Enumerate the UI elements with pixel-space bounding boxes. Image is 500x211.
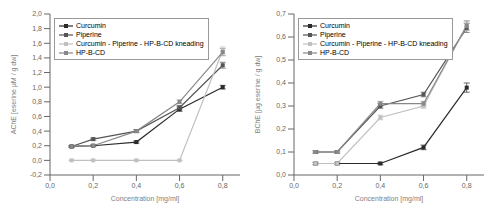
svg-text:AChE [eserine μM / g dw]: AChE [eserine μM / g dw] xyxy=(10,55,18,135)
svg-text:0,0: 0,0 xyxy=(32,157,42,164)
svg-text:0,4: 0,4 xyxy=(276,79,286,86)
svg-text:0,2: 0,2 xyxy=(88,182,98,189)
svg-text:2,0: 2,0 xyxy=(32,10,42,17)
svg-text:0,0: 0,0 xyxy=(276,171,286,178)
html-text:Curcumin: Curcumin xyxy=(320,22,350,29)
svg-text:0,2: 0,2 xyxy=(276,125,286,132)
svg-text:0,4: 0,4 xyxy=(131,182,141,189)
svg-text:0,8: 0,8 xyxy=(218,182,228,189)
svg-text:0,6: 0,6 xyxy=(419,182,429,189)
svg-text:0,0: 0,0 xyxy=(289,182,299,189)
svg-text:0,2: 0,2 xyxy=(332,182,342,189)
svg-text:Concentration [mg/ml]: Concentration [mg/ml] xyxy=(111,195,180,203)
svg-text:0,2: 0,2 xyxy=(32,142,42,149)
svg-text:0,8: 0,8 xyxy=(32,98,42,105)
html-text:Curcumin - Piperine - HP-B-CD: Curcumin - Piperine - HP-B-CD kneading xyxy=(320,40,448,47)
html-text:Curcumin: Curcumin xyxy=(76,22,106,29)
svg-text:1,4: 1,4 xyxy=(32,54,42,61)
svg-text:0,6: 0,6 xyxy=(175,182,185,189)
svg-text:0,6: 0,6 xyxy=(32,113,42,120)
svg-text:0,4: 0,4 xyxy=(375,182,385,189)
svg-text:-0,2: -0,2 xyxy=(30,171,42,178)
html-text:Piperine: Piperine xyxy=(76,31,102,38)
svg-text:0,7: 0,7 xyxy=(276,10,286,17)
svg-text:0,0: 0,0 xyxy=(45,182,55,189)
svg-text:1,8: 1,8 xyxy=(32,25,42,32)
svg-text:BChE [μg eserine / g dw]: BChE [μg eserine / g dw] xyxy=(254,56,262,134)
svg-text:1,2: 1,2 xyxy=(32,69,42,76)
svg-text:0,1: 0,1 xyxy=(276,148,286,155)
html-text:Curcumin - Piperine - HP-B-CD: Curcumin - Piperine - HP-B-CD kneading xyxy=(76,40,204,47)
svg-text:Concentration [mg/ml]: Concentration [mg/ml] xyxy=(355,195,424,203)
svg-text:1,6: 1,6 xyxy=(32,40,42,47)
svg-text:0,4: 0,4 xyxy=(32,128,42,135)
svg-text:0,6: 0,6 xyxy=(276,33,286,40)
svg-text:0,8: 0,8 xyxy=(462,182,472,189)
html-text:HP-B-CD: HP-B-CD xyxy=(76,49,106,56)
svg-text:1,0: 1,0 xyxy=(32,84,42,91)
html-text:HP-B-CD: HP-B-CD xyxy=(320,49,350,56)
svg-text:0,5: 0,5 xyxy=(276,56,286,63)
html-text:Piperine: Piperine xyxy=(320,31,346,38)
svg-text:0,3: 0,3 xyxy=(276,102,286,109)
